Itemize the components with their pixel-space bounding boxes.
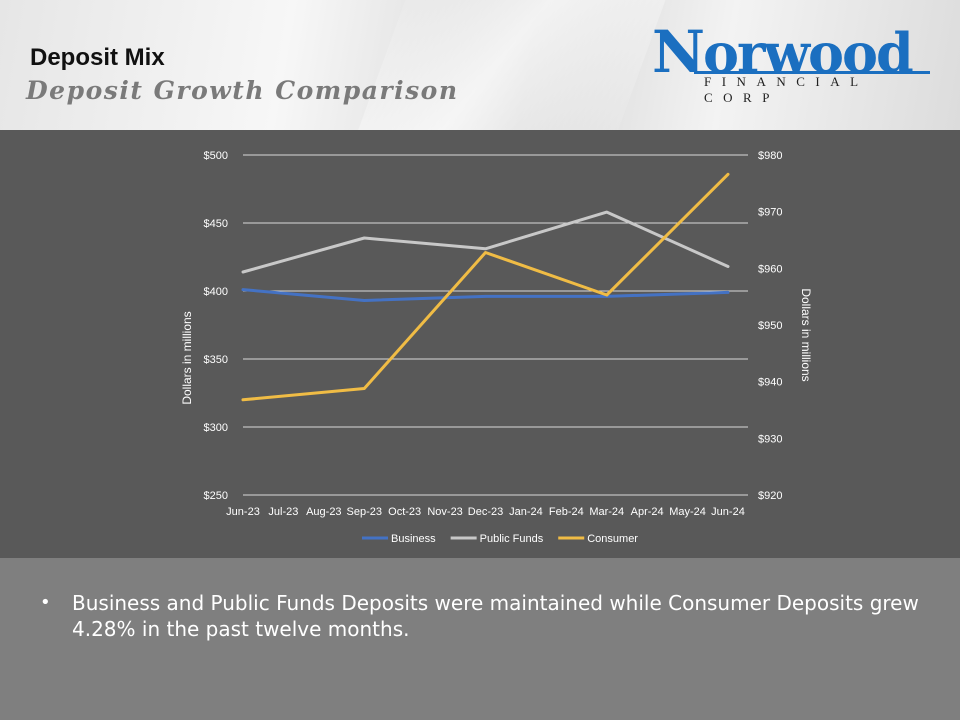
slide-header: Deposit Mix Deposit Growth Comparison No… (0, 0, 960, 130)
x-axis-tick-label: Apr-24 (631, 506, 664, 518)
bullet-list: • Business and Public Funds Deposits wer… (40, 590, 930, 642)
left-axis-ticks: $250 $300 $350 $400 $450 $500 (204, 150, 228, 502)
series-line-consumer (241, 172, 730, 402)
left-axis-tick-label: $400 (204, 286, 228, 298)
x-axis-tick-label: Jul-23 (268, 506, 298, 518)
left-axis-tick-label: $300 (204, 422, 228, 434)
series-line-public-funds (241, 210, 730, 274)
left-axis-tick-label: $450 (204, 218, 228, 230)
legend-label-business: Business (391, 533, 436, 545)
x-axis-tick-label: Jan-24 (509, 506, 543, 518)
right-axis-tick-label: $950 (758, 320, 782, 332)
x-axis-tick-label: May-24 (669, 506, 706, 518)
bullet-text: Business and Public Funds Deposits were … (72, 591, 919, 641)
x-axis-tick-label: Jun-24 (711, 506, 745, 518)
page-title: Deposit Mix (30, 44, 165, 71)
right-axis-tick-label: $960 (758, 263, 782, 275)
chart-legend: Business Public Funds Consumer (362, 533, 638, 545)
right-axis-tick-label: $920 (758, 490, 782, 502)
logo-subtitle: FINANCIAL CORP (704, 74, 869, 105)
series-lines (241, 172, 730, 402)
x-axis-tick-label: Aug-23 (306, 506, 341, 518)
gridlines (243, 154, 748, 496)
bullet-marker: • (40, 592, 51, 613)
right-axis-tick-label: $940 (758, 377, 782, 389)
page-subtitle: Deposit Growth Comparison (26, 76, 459, 105)
logo-rule (694, 71, 930, 74)
legend-label-public-funds: Public Funds (480, 533, 544, 545)
x-axis-tick-label: Dec-23 (468, 506, 503, 518)
logo-initial: N (652, 18, 705, 86)
left-axis-title: Dollars in millions (180, 311, 194, 404)
x-axis-tick-label: Oct-23 (388, 506, 421, 518)
x-axis-tick-label: Feb-24 (549, 506, 584, 518)
right-axis-tick-label: $980 (758, 150, 782, 162)
x-axis-tick-label: Sep-23 (347, 506, 382, 518)
deposit-growth-chart: $250 $300 $350 $400 $450 $500 $920 $930 $940 $95… (180, 150, 813, 545)
right-axis-tick-label: $930 (758, 433, 782, 445)
right-axis-ticks: $920 $930 $940 $950 $960 $970 $980 (758, 150, 782, 502)
legend-label-consumer: Consumer (587, 533, 638, 545)
x-axis-tick-label: Jun-23 (226, 506, 260, 518)
left-axis-tick-label: $500 (204, 150, 228, 162)
right-axis-tick-label: $970 (758, 207, 782, 219)
x-axis-ticks: Jun-23 Jul-23 Aug-23 Sep-23 Oct-23 Nov-23 Dec-… (226, 506, 745, 518)
x-axis-tick-label: Nov-23 (427, 506, 462, 518)
series-line-business (241, 288, 730, 302)
chart-panel: $250 $300 $350 $400 $450 $500 $920 $930 $940 $95… (0, 130, 960, 558)
left-axis-tick-label: $350 (204, 354, 228, 366)
norwood-logo: Norwood FINANCIAL CORP (652, 22, 942, 105)
right-axis-title: Dollars in millions (799, 288, 813, 381)
x-axis-tick-label: Mar-24 (589, 506, 624, 518)
left-axis-tick-label: $250 (204, 490, 228, 502)
